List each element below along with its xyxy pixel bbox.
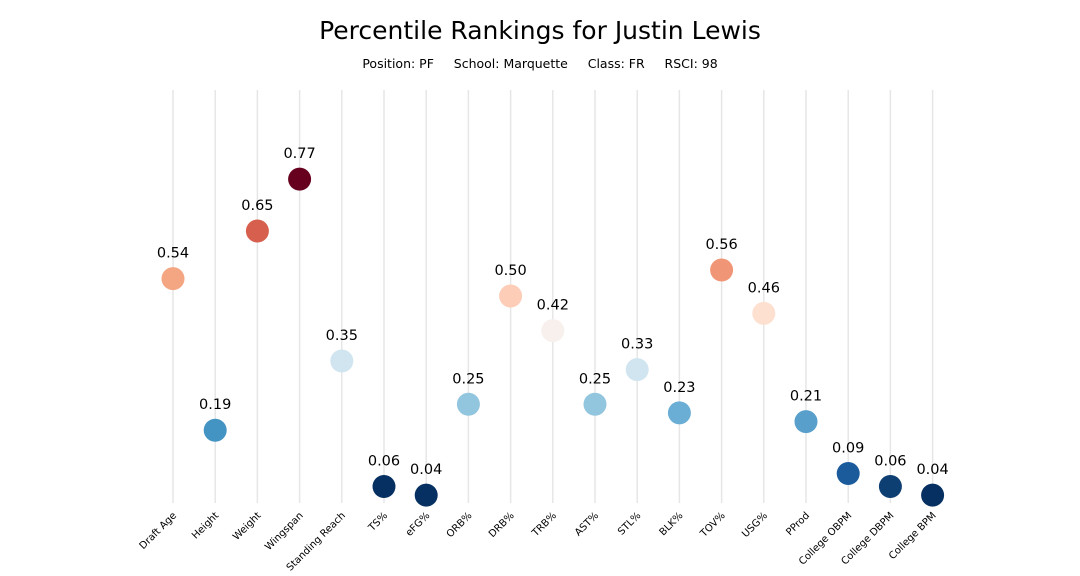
- data-point: [288, 167, 312, 191]
- x-tick-label: Draft Age: [138, 510, 180, 552]
- data-label: 0.23: [663, 380, 695, 396]
- data-point: [836, 462, 860, 486]
- x-tick-label: PProd: [784, 510, 812, 538]
- data-label: 0.56: [705, 237, 737, 253]
- data-point: [794, 410, 818, 434]
- data-label: 0.42: [537, 298, 569, 314]
- data-point: [456, 392, 480, 416]
- data-label: 0.21: [790, 389, 822, 405]
- x-tick-label: BLK%: [658, 510, 686, 538]
- data-label: 0.25: [579, 371, 611, 387]
- data-point: [330, 349, 354, 373]
- value-labels: 0.54 0.19 0.65 0.77 0.35 0.06 0.04 0.25 0.50 0.42…: [157, 146, 949, 478]
- data-point: [710, 258, 734, 282]
- data-point: [878, 475, 902, 499]
- data-point: [541, 319, 565, 343]
- data-label: 0.04: [410, 462, 442, 478]
- x-tick-label: ORB%: [445, 510, 475, 540]
- data-point: [499, 284, 523, 308]
- data-point: [752, 301, 776, 325]
- data-point: [161, 267, 185, 291]
- chart-subtitle: Position: PF School: Marquette Class: FR…: [362, 56, 718, 71]
- data-label: 0.25: [452, 371, 484, 387]
- data-point: [414, 483, 438, 507]
- data-point: [921, 483, 945, 507]
- data-label: 0.33: [621, 337, 653, 353]
- data-point: [667, 401, 691, 425]
- chart-title: Percentile Rankings for Justin Lewis: [319, 16, 761, 45]
- data-label: 0.09: [832, 441, 864, 457]
- data-label: 0.65: [241, 198, 273, 214]
- data-label: 0.50: [494, 263, 526, 279]
- data-points: [161, 167, 945, 507]
- data-point: [625, 358, 649, 382]
- x-tick-label: TOV%: [698, 510, 728, 540]
- x-tick-label: USG%: [740, 510, 770, 540]
- x-tick-label: Height: [190, 510, 221, 541]
- x-tick-label: Weight: [231, 510, 263, 542]
- x-tick-label: Wingspan: [263, 510, 306, 553]
- data-label: 0.06: [874, 454, 906, 470]
- data-label: 0.35: [326, 328, 358, 344]
- x-tick-label: TRB%: [530, 510, 559, 539]
- data-label: 0.77: [283, 146, 315, 162]
- data-label: 0.06: [368, 454, 400, 470]
- data-point: [245, 219, 269, 243]
- data-point: [372, 475, 396, 499]
- data-point: [583, 392, 607, 416]
- data-point: [203, 418, 227, 442]
- x-tick-label: AST%: [573, 510, 601, 538]
- x-tick-label: TS%: [366, 510, 390, 534]
- data-label: 0.54: [157, 246, 189, 262]
- data-label: 0.46: [748, 280, 780, 296]
- x-tick-label: eFG%: [404, 510, 432, 538]
- x-tick-label: STL%: [616, 510, 643, 537]
- x-tick-label: DRB%: [487, 510, 517, 540]
- grid-lines: [172, 90, 934, 503]
- data-label: 0.04: [916, 462, 948, 478]
- data-label: 0.19: [199, 397, 231, 413]
